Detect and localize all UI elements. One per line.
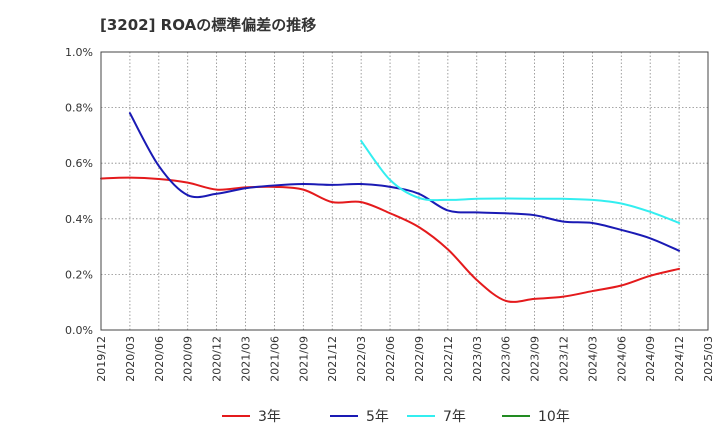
x-tick-label: 2021/12 (326, 336, 339, 382)
series-line-1 (100, 176, 681, 303)
x-tick-label: 2022/09 (413, 336, 426, 382)
x-tick-label: 2024/03 (586, 336, 599, 382)
x-tick-label: 2024/12 (673, 336, 686, 382)
chart-legend: 3年 5年 7年 10年 (0, 404, 720, 428)
legend-item-3: 7年 (407, 404, 466, 428)
legend-label: 7年 (443, 409, 466, 425)
x-tick-label: 2020/12 (211, 336, 224, 382)
series-line-3 (360, 139, 681, 224)
chart-title: [3202] ROAの標準偏差の推移 (100, 16, 317, 34)
plot-area-frame (100, 51, 709, 331)
y-tick-label: 0.8% (65, 102, 93, 115)
x-tick-label: 2022/06 (384, 336, 397, 382)
x-tick-label: 2024/09 (644, 336, 657, 382)
x-tick-label: 2025/03 (702, 336, 715, 382)
grid-layer (100, 51, 709, 331)
x-tick-label: 2023/06 (500, 336, 513, 382)
y-tick-label: 0.0% (65, 324, 93, 337)
x-tick-label: 2022/03 (355, 336, 368, 382)
x-tick-label: 2020/06 (153, 336, 166, 382)
y-tick-label: 0.2% (65, 268, 93, 281)
series-line-2 (128, 112, 681, 252)
x-tick-label: 2021/09 (297, 336, 310, 382)
x-tick-label: 2023/12 (557, 336, 570, 382)
legend-label: 10年 (538, 409, 570, 425)
y-tick-label: 0.4% (65, 213, 93, 226)
y-tick-label: 0.6% (65, 157, 93, 170)
legend-item-4: 10年 (502, 404, 570, 428)
legend-swatch (330, 415, 358, 417)
legend-swatch (222, 415, 250, 417)
x-tick-label: 2021/03 (240, 336, 253, 382)
y-tick-label: 1.0% (65, 46, 93, 59)
legend-swatch (407, 415, 435, 417)
x-tick-label: 2020/03 (124, 336, 137, 382)
x-tick-label: 2023/03 (471, 336, 484, 382)
x-tick-label: 2020/09 (182, 336, 195, 382)
axis-layer: 0.0% 0.2% 0.4% 0.6% 0.8% 1.0% 2019/12 2020/03 20… (65, 46, 715, 382)
x-tick-label: 2021/06 (268, 336, 281, 382)
series-layer (100, 112, 681, 303)
x-tick-label: 2024/06 (615, 336, 628, 382)
x-tick-label: 2023/09 (529, 336, 542, 382)
legend-item-1: 3年 (222, 404, 281, 428)
legend-label: 5年 (366, 409, 389, 425)
x-tick-label: 2022/12 (442, 336, 455, 382)
legend-swatch (502, 415, 530, 417)
x-tick-label: 2019/12 (95, 336, 108, 382)
legend-item-2: 5年 (330, 404, 389, 428)
legend-label: 3年 (258, 409, 281, 425)
